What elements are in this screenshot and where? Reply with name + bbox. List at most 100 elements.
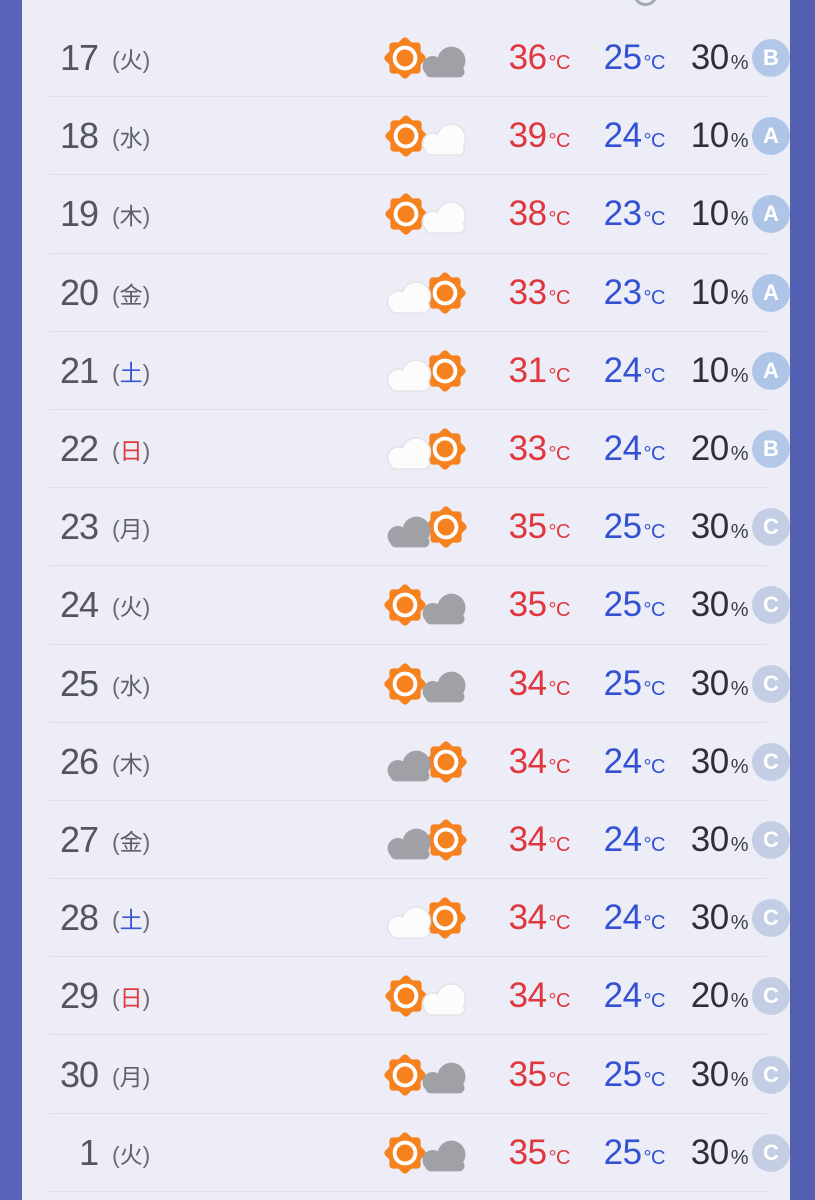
forecast-row[interactable]: 20 (金) 33 °C 23 °C 10% A — [22, 254, 790, 332]
sun-icon — [383, 1053, 426, 1096]
forecast-row[interactable]: 30 (月) 35 °C 25 °C 30% C — [22, 1035, 790, 1114]
badge-cell: C — [748, 664, 790, 703]
low-temp-value: 25 — [603, 663, 642, 703]
paren-close: ) — [142, 672, 151, 699]
paren-close: ) — [142, 1141, 151, 1168]
paren-close: ) — [142, 281, 151, 308]
paren-open: ( — [112, 1063, 120, 1090]
day-of-week: (日) — [100, 979, 200, 1013]
low-temp-value: 25 — [603, 585, 642, 625]
day-kanji: 木 — [119, 750, 143, 777]
paren-close: ) — [142, 594, 151, 621]
precipitation-probability: 20% — [665, 429, 749, 469]
badge-cell: B — [748, 430, 790, 469]
precipitation-probability: 30% — [665, 585, 749, 625]
day-kanji: 日 — [119, 985, 143, 1012]
sun-icon — [383, 37, 426, 79]
badge-cell: C — [748, 899, 790, 938]
badge-cell: C — [748, 508, 790, 547]
grade-letter: A — [763, 123, 779, 149]
cloudy-then-sunny-icon — [375, 814, 475, 866]
day-kanji: 火 — [119, 1141, 143, 1168]
high-temp-value: 34 — [508, 663, 547, 703]
low-temp-value: 25 — [603, 1054, 642, 1094]
day-kanji: 火 — [119, 594, 143, 621]
day-of-week: (木) — [100, 745, 200, 779]
low-temperature: 23 °C — [570, 194, 666, 234]
high-temperature: 33 °C — [475, 272, 571, 313]
right-border-bar — [790, 0, 815, 1200]
day-of-week: (月) — [100, 510, 200, 544]
forecast-row[interactable]: 27 (金) 34 °C 24 °C 30% C — [22, 801, 790, 880]
cloudy-then-sunny-icon — [375, 736, 475, 788]
grade-letter: C — [763, 748, 779, 774]
sun-icon — [423, 897, 466, 939]
low-temp-unit: °C — [643, 1146, 666, 1169]
grade-letter: A — [763, 279, 779, 305]
high-temp-unit: °C — [548, 364, 571, 387]
cloud-white-icon — [386, 906, 431, 940]
high-temperature: 39 °C — [475, 116, 571, 156]
low-temp-unit: °C — [643, 755, 666, 778]
reliability-grade-badge: A — [752, 195, 790, 234]
high-temp-value: 35 — [508, 1054, 547, 1094]
forecast-row[interactable]: 26 (木) 34 °C 24 °C 30% C — [22, 723, 790, 802]
forecast-row[interactable]: 19 (木) 38 °C 23 °C 10% A — [22, 175, 790, 254]
forecast-row[interactable]: 23 (月) 35 °C 25 °C 30% C — [22, 488, 790, 567]
precipitation-probability: 10% — [665, 350, 749, 391]
low-temp-unit: °C — [643, 912, 666, 935]
pop-unit: % — [730, 677, 749, 700]
sunny-then-cloudy-icon — [375, 579, 475, 631]
precipitation-probability: 30% — [665, 1055, 749, 1095]
low-temp-unit: °C — [643, 130, 666, 153]
pop-value: 10 — [690, 350, 729, 390]
forecast-row[interactable]: 29 (日) 34 °C 24 °C 20% C — [22, 957, 790, 1036]
day-kanji: 金 — [119, 281, 143, 308]
cloud-white-icon — [386, 358, 431, 392]
low-temp-value: 25 — [603, 38, 642, 78]
low-temp-value: 24 — [603, 741, 642, 781]
paren-close: ) — [142, 438, 151, 465]
pop-unit: % — [730, 521, 749, 544]
low-temperature: 25 °C — [570, 663, 666, 704]
paren-close: ) — [142, 907, 151, 934]
high-temperature: 34 °C — [475, 820, 571, 860]
forecast-row[interactable]: 21 (土) 31 °C 24 °C 10% A — [22, 332, 790, 411]
paren-open: ( — [112, 281, 120, 308]
high-temp-value: 33 — [508, 272, 547, 312]
pop-value: 30 — [690, 585, 729, 625]
low-temperature: 24 °C — [570, 116, 666, 156]
paren-open: ( — [112, 516, 120, 543]
day-of-week: (木) — [100, 197, 200, 231]
badge-cell: C — [748, 742, 790, 781]
grade-letter: C — [763, 905, 779, 931]
reliability-grade-badge: C — [752, 664, 790, 703]
date-number: 1 — [78, 1131, 99, 1173]
forecast-row[interactable]: 24 (火) 35 °C 25 °C 30% C — [22, 566, 790, 645]
paren-open: ( — [112, 438, 120, 465]
low-temp-unit: °C — [643, 52, 666, 75]
reliability-grade-badge: B — [752, 39, 790, 78]
forecast-row[interactable]: 22 (日) 33 °C 24 °C 20% B — [22, 410, 790, 489]
reliability-grade-badge: B — [752, 430, 790, 469]
forecast-row[interactable]: 28 (土) 34 °C 24 °C 30% C — [22, 879, 790, 958]
reliability-grade-badge: A — [752, 117, 790, 156]
low-temp-unit: °C — [643, 521, 666, 544]
low-temp-unit: °C — [643, 364, 666, 387]
day-kanji: 土 — [119, 359, 143, 386]
low-temp-value: 25 — [603, 1132, 642, 1172]
high-temp-value: 35 — [508, 585, 547, 625]
forecast-row[interactable]: 1 (火) 35 °C 25 °C 30% C — [22, 1114, 790, 1193]
paren-open: ( — [112, 594, 120, 621]
day-of-week: (火) — [100, 588, 200, 622]
pop-value: 30 — [690, 38, 729, 78]
pop-value: 30 — [690, 898, 729, 938]
cloud-white-icon — [421, 983, 466, 1017]
sun-icon — [424, 506, 467, 548]
high-temp-unit: °C — [548, 1068, 571, 1091]
reliability-grade-badge: C — [752, 820, 790, 859]
forecast-row[interactable]: 18 (水) 39 °C 24 °C 10% A — [22, 97, 790, 176]
forecast-row[interactable]: 17 (火) 36 °C 25 °C 30% B — [22, 19, 790, 98]
forecast-row[interactable]: 25 (水) 34 °C 25 °C 30% C — [22, 645, 790, 723]
